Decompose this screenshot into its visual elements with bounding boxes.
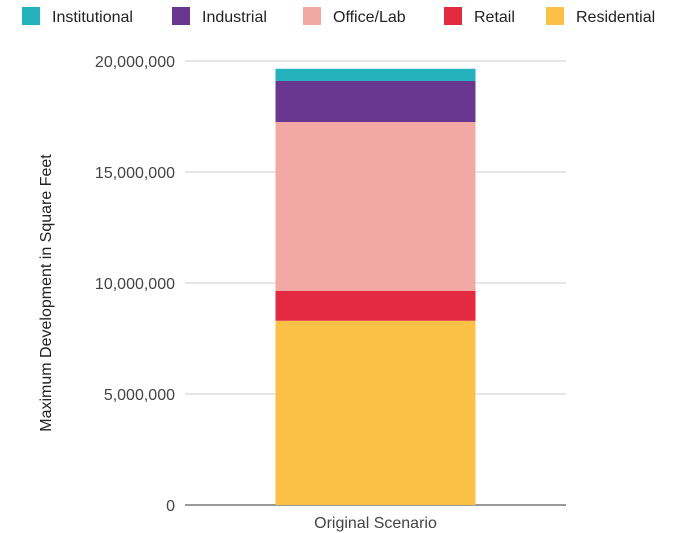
x-tick-label: Original Scenario xyxy=(314,515,437,532)
legend-label: Retail xyxy=(474,9,515,26)
y-tick-label: 0 xyxy=(166,498,175,515)
legend-swatch xyxy=(546,7,564,25)
legend-label: Institutional xyxy=(52,9,133,26)
legend-item-industrial[interactable]: Industrial xyxy=(172,7,267,26)
bar-segment-office-lab[interactable] xyxy=(275,122,476,291)
y-axis-label: Maximum Development in Square Feet xyxy=(38,154,55,432)
legend-item-residential[interactable]: Residential xyxy=(546,7,655,26)
y-tick-label: 15,000,000 xyxy=(95,165,175,182)
legend-item-retail[interactable]: Retail xyxy=(444,7,515,26)
legend-item-institutional[interactable]: Institutional xyxy=(22,7,133,26)
y-tick-label: 5,000,000 xyxy=(104,387,175,404)
y-axis-ticks: 0 5,000,000 10,000,000 15,000,000 20,000,000 xyxy=(95,54,175,515)
legend-swatch xyxy=(303,7,321,25)
chart-legend: Institutional Industrial Office/Lab Retail R… xyxy=(22,7,655,26)
legend-item-office-lab[interactable]: Office/Lab xyxy=(303,7,406,26)
bar-segment-retail[interactable] xyxy=(275,290,476,321)
legend-label: Office/Lab xyxy=(333,9,406,26)
legend-swatch xyxy=(172,7,190,25)
chart-bars xyxy=(275,68,476,505)
bar-segment-residential[interactable] xyxy=(275,320,476,505)
y-tick-label: 10,000,000 xyxy=(95,276,175,293)
y-tick-label: 20,000,000 xyxy=(95,54,175,71)
legend-label: Industrial xyxy=(202,9,267,26)
bar-segment-institutional[interactable] xyxy=(275,68,476,81)
legend-swatch xyxy=(444,7,462,25)
bar-segment-industrial[interactable] xyxy=(275,80,476,123)
x-axis-ticks: Original Scenario xyxy=(314,515,437,532)
legend-swatch xyxy=(22,7,40,25)
legend-label: Residential xyxy=(576,9,655,26)
